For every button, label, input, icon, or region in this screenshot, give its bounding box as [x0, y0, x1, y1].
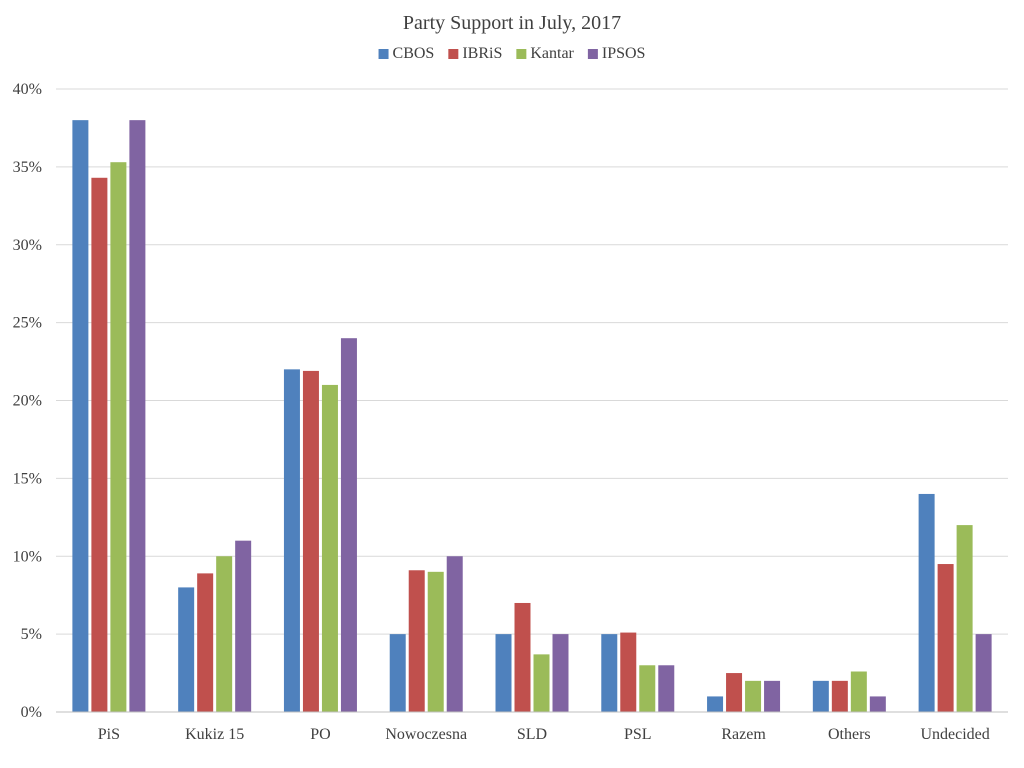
- x-tick-label: PSL: [624, 726, 652, 743]
- bar-ibris-nowoczesna: [408, 570, 425, 712]
- bar-ibris-kukiz-15: [197, 573, 214, 712]
- bar-kantar-po: [321, 384, 338, 712]
- bar-ibris-undecided: [937, 564, 954, 712]
- bar-kantar-razem: [745, 680, 762, 712]
- bars: [72, 120, 992, 713]
- y-tick-label: 20%: [13, 393, 42, 410]
- bar-ipsos-undecided: [975, 634, 992, 712]
- y-tick-label: 35%: [13, 159, 42, 176]
- y-tick-label: 10%: [13, 548, 42, 565]
- legend-swatch: [378, 49, 389, 59]
- x-tick-label: Undecided: [920, 726, 989, 743]
- bar-kantar-pis: [110, 162, 127, 712]
- bar-kantar-sld: [533, 654, 550, 712]
- y-tick-label: 40%: [13, 81, 42, 98]
- bar-ipsos-pis: [129, 120, 146, 712]
- y-tick-label: 15%: [13, 470, 42, 487]
- x-tick-label: SLD: [517, 726, 547, 743]
- y-tick-label: 0%: [21, 704, 42, 721]
- x-tick-label: PO: [310, 726, 330, 743]
- bar-ipsos-psl: [658, 665, 675, 712]
- legend-label: CBOS: [393, 45, 435, 62]
- bar-cbos-sld: [495, 634, 512, 712]
- legend-label: Kantar: [530, 45, 574, 62]
- bar-cbos-psl: [601, 634, 618, 712]
- bar-cbos-po: [283, 369, 300, 712]
- bar-kantar-psl: [639, 665, 656, 712]
- legend-swatch: [516, 49, 527, 59]
- bar-cbos-pis: [72, 120, 89, 712]
- x-tick-label: PiS: [98, 726, 120, 743]
- gridlines: [56, 88, 1008, 635]
- legend-item-cbos: CBOS: [378, 45, 435, 62]
- legend-item-kantar: Kantar: [516, 45, 575, 62]
- x-axis-ticks: PiS Kukiz 15 PO Nowoczesna SLD PSL Razem Others…: [98, 726, 990, 743]
- bar-ibris-others: [831, 680, 848, 712]
- x-tick-label: Kukiz 15: [185, 726, 244, 743]
- bar-ipsos-razem: [764, 680, 781, 712]
- legend-label: IBRiS: [462, 45, 502, 62]
- bar-ibris-pis: [91, 177, 108, 713]
- bar-kantar-undecided: [956, 525, 973, 712]
- legend-swatch: [587, 49, 598, 59]
- bar-ibris-sld: [514, 602, 531, 712]
- bar-ipsos-nowoczesna: [446, 556, 463, 712]
- bar-kantar-others: [850, 671, 867, 712]
- bar-ibris-razem: [726, 673, 743, 712]
- bar-ipsos-po: [340, 338, 357, 712]
- bar-ipsos-kukiz-15: [235, 540, 252, 712]
- y-axis-ticks: 0% 5% 10% 15% 20% 25% 30% 35% 40%: [13, 81, 42, 721]
- x-tick-label: Razem: [721, 726, 766, 743]
- bar-kantar-kukiz-15: [216, 556, 233, 712]
- bar-cbos-others: [812, 680, 829, 712]
- bar-cbos-razem: [707, 696, 724, 712]
- legend-label: IPSOS: [602, 45, 646, 62]
- y-tick-label: 25%: [13, 315, 42, 332]
- x-tick-label: Others: [828, 726, 871, 743]
- bar-ipsos-sld: [552, 634, 569, 712]
- bar-cbos-kukiz-15: [178, 587, 195, 712]
- bar-ipsos-others: [869, 696, 886, 712]
- chart-title: Party Support in July, 2017: [403, 12, 621, 34]
- y-tick-label: 5%: [21, 626, 42, 643]
- y-tick-label: 30%: [13, 237, 42, 254]
- x-tick-label: Nowoczesna: [385, 726, 467, 743]
- bar-kantar-nowoczesna: [427, 571, 444, 712]
- legend-swatch: [448, 49, 459, 59]
- legend: CBOS IBRiS Kantar IPSOS: [378, 45, 646, 62]
- legend-item-ipsos: IPSOS: [587, 45, 646, 62]
- legend-item-ibris: IBRiS: [448, 45, 502, 62]
- bar-cbos-nowoczesna: [389, 634, 406, 712]
- bar-ibris-po: [302, 370, 319, 712]
- bar-ibris-psl: [620, 632, 637, 712]
- bar-cbos-undecided: [918, 493, 935, 712]
